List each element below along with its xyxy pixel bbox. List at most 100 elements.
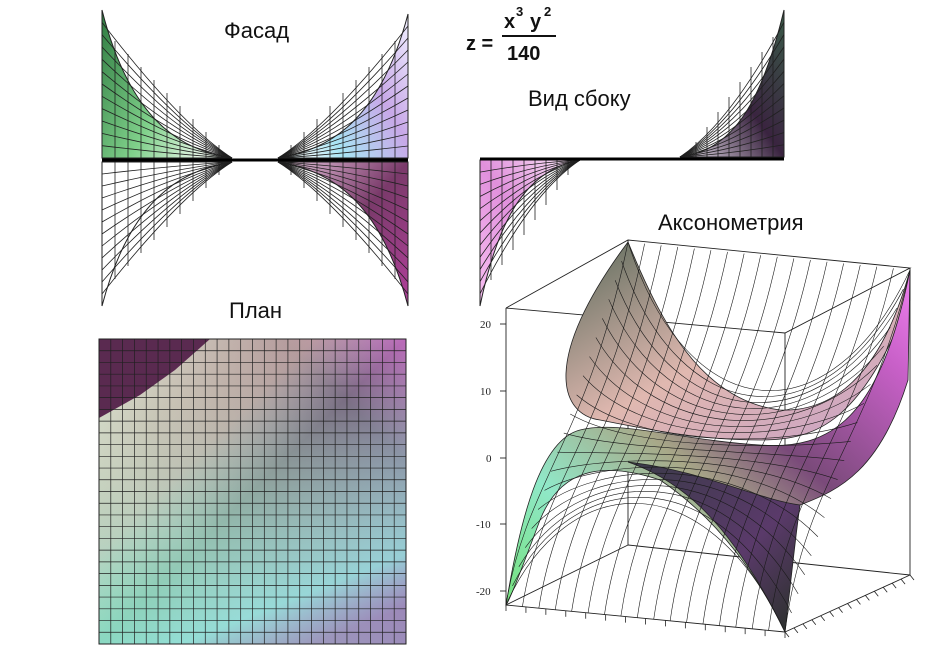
mesh-line (811, 619, 817, 626)
base-axis-ticks (505, 574, 915, 638)
mesh-curve (595, 337, 878, 421)
side-lower-left-surface (479, 159, 581, 307)
mesh-curve (582, 375, 865, 433)
mesh-curve (563, 432, 845, 461)
mesh-curve (277, 97, 409, 159)
axonometry-label: Аксонометрия (658, 210, 804, 235)
plan-mesh-lines (99, 339, 406, 644)
formula-x: x (504, 11, 515, 33)
mesh-curve (627, 241, 911, 391)
mesh-curve (669, 258, 795, 621)
mesh-curve (538, 245, 662, 609)
plan-dark-corner (99, 339, 210, 418)
mesh-curve (735, 264, 861, 628)
mesh-line (838, 607, 843, 613)
mesh-curve (277, 121, 409, 159)
mesh-curve (277, 161, 409, 235)
mesh-curve (636, 255, 761, 618)
mesh-curve (277, 73, 409, 159)
mesh-curve (576, 394, 858, 440)
mesh-curve (101, 95, 233, 159)
mesh-curve (479, 159, 581, 282)
side-view-label: Вид сбоку (528, 86, 631, 111)
mesh-curve (554, 246, 679, 610)
mesh-line (882, 586, 888, 593)
mesh-curve (537, 472, 819, 537)
mesh-curve (604, 251, 728, 615)
mesh-line (829, 611, 834, 617)
mesh-curve (570, 413, 851, 446)
mesh-curve (679, 70, 785, 158)
axonometry-surface-front (627, 461, 801, 634)
mesh-curve (544, 466, 825, 518)
mesh-line (784, 631, 790, 638)
mesh-curve (679, 46, 785, 158)
mesh-curve (101, 161, 233, 175)
mesh-line (909, 574, 915, 581)
z-axis-ticks (500, 323, 506, 592)
mesh-curve (702, 261, 828, 625)
mesh-curve (479, 159, 581, 270)
mesh-curve (277, 109, 409, 159)
mesh-curve (277, 161, 409, 175)
mesh-curve (101, 108, 233, 159)
mesh-curve (277, 161, 409, 259)
mesh-curve (101, 161, 233, 211)
mesh-curve (768, 268, 894, 631)
z-tick-minus-20: -20 (476, 586, 491, 598)
mesh-curve (101, 161, 233, 223)
mesh-curve (608, 299, 891, 409)
mesh-curve (587, 250, 712, 613)
mesh-line (891, 582, 897, 589)
mesh-curve (101, 161, 233, 187)
mesh-line (865, 595, 870, 601)
mesh-curve (679, 132, 785, 158)
mesh-curve (679, 83, 785, 158)
mesh-curve (653, 256, 778, 620)
z-tick-20: 20 (480, 319, 492, 331)
mesh-line (856, 599, 861, 605)
mesh-curve (101, 161, 233, 199)
mesh-curve (505, 503, 786, 633)
mesh-curve (719, 263, 844, 626)
mesh-curve (101, 161, 233, 259)
mesh-line (802, 623, 808, 630)
mesh-curve (101, 120, 233, 159)
formula-lhs: z = (466, 33, 493, 55)
mesh-curve (557, 451, 838, 480)
mesh-curve (277, 161, 409, 223)
plan-view (98, 338, 407, 645)
mesh-curve (679, 144, 785, 158)
mesh-curve (602, 318, 884, 415)
mesh-curve (571, 248, 695, 612)
formula-exp-x: 3 (516, 4, 523, 19)
mesh-curve (679, 107, 785, 158)
mesh-line (793, 627, 799, 634)
facade-label: Фасад (224, 18, 289, 43)
mesh-curve (101, 83, 233, 159)
mesh-curve (589, 356, 871, 427)
mesh-curve (518, 491, 799, 595)
mesh-curve (621, 261, 904, 397)
mesh-curve (277, 145, 409, 159)
mesh-curve (679, 119, 785, 158)
mesh-curve (550, 460, 832, 499)
mesh-curve (101, 132, 233, 159)
side-upper-right-surface (679, 9, 785, 158)
facade-mesh-lines (101, 22, 409, 295)
mesh-curve (686, 260, 811, 623)
mesh-curve (101, 145, 233, 159)
mesh-curve (101, 59, 233, 159)
z-tick-minus-10: -10 (476, 519, 491, 531)
side-mesh-lines (479, 22, 785, 295)
mesh-curve (505, 241, 629, 606)
mesh-curve (679, 95, 785, 158)
mesh-curve (784, 269, 911, 633)
mesh-line (820, 615, 826, 621)
mesh-curve (751, 266, 878, 629)
plan-frame (98, 338, 407, 645)
formula-denominator: 140 (507, 43, 540, 65)
mesh-curve (277, 133, 409, 159)
mesh-curve (531, 479, 812, 556)
formula-y: y (530, 11, 542, 33)
